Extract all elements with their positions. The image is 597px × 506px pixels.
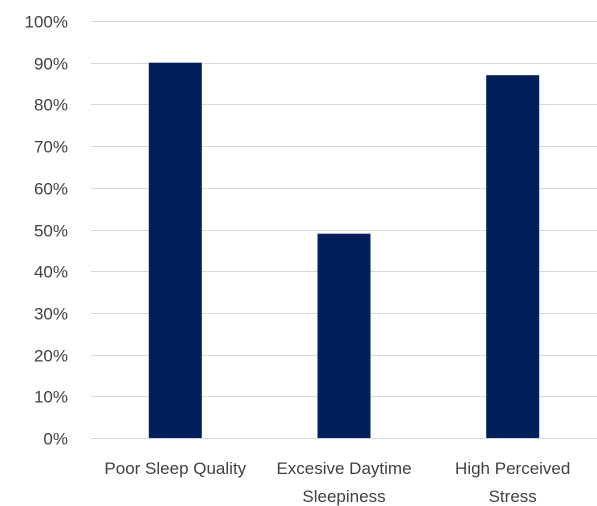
y-tick-label: 40% bbox=[34, 263, 68, 282]
y-tick-label: 50% bbox=[34, 222, 68, 241]
bars bbox=[148, 62, 540, 438]
x-category-label: High Perceived bbox=[455, 459, 570, 478]
y-tick-label: 0% bbox=[43, 430, 68, 449]
y-tick-label: 30% bbox=[34, 305, 68, 324]
y-tick-label: 20% bbox=[34, 347, 68, 366]
y-tick-label: 60% bbox=[34, 180, 68, 199]
x-axis-categories: Poor Sleep Quality Excesive Daytime Sleepi… bbox=[104, 459, 570, 506]
x-category-label: Sleepiness bbox=[302, 487, 385, 506]
y-tick-label: 70% bbox=[34, 138, 68, 157]
y-tick-label: 80% bbox=[34, 96, 68, 115]
x-category-label: Stress bbox=[489, 487, 537, 506]
y-tick-label: 90% bbox=[34, 55, 68, 74]
y-tick-label: 10% bbox=[34, 388, 68, 407]
x-category-label: Poor Sleep Quality bbox=[104, 459, 246, 478]
y-axis-ticks: 0% 10% 20% 30% 40% 50% 60% 70% 80% 90% 100% bbox=[25, 13, 68, 449]
bar bbox=[486, 75, 540, 438]
x-category-label: Excesive Daytime bbox=[276, 459, 411, 478]
bar bbox=[148, 62, 202, 438]
bar bbox=[317, 233, 371, 438]
y-tick-label: 100% bbox=[25, 13, 68, 32]
